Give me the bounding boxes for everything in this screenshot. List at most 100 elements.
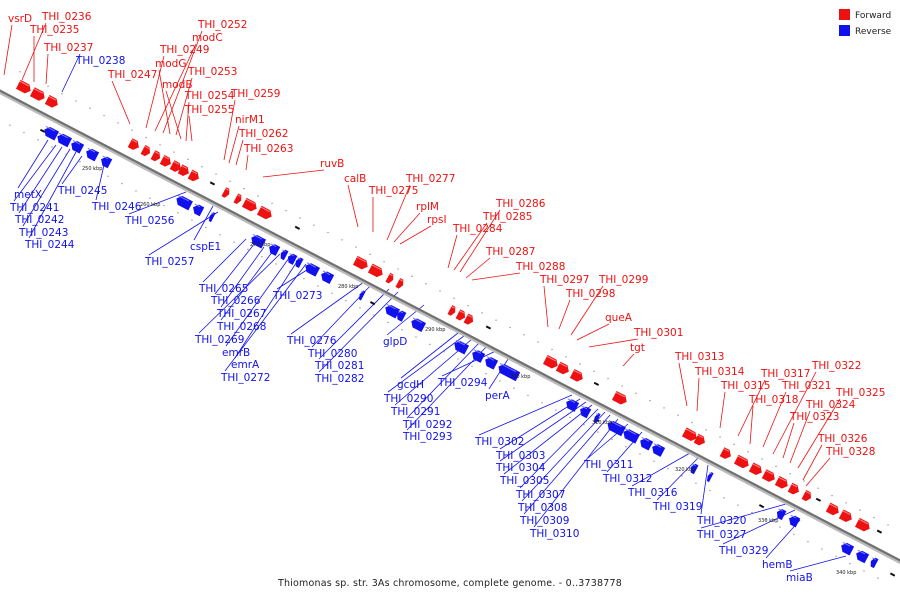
gene-highlight (260, 206, 270, 213)
legend-reverse-swatch (839, 25, 850, 36)
reverse-gene-arrow (358, 290, 366, 301)
reverse-leader-line (499, 401, 587, 462)
track-dot (803, 480, 805, 482)
track-dot (611, 438, 613, 440)
forward-gene-label: THI_0317 (760, 368, 810, 380)
forward-leader-line (782, 422, 795, 459)
chromosome-backbone (0, 71, 900, 579)
track-dot (341, 239, 343, 241)
forward-gene-arrow (256, 205, 272, 220)
track-dot (831, 494, 833, 497)
forward-gene-label: THI_0322 (811, 360, 861, 372)
forward-leader-line (386, 184, 411, 241)
reverse-gene-arrow (396, 310, 407, 322)
forward-gene-arrow (761, 469, 775, 482)
gene-highlight (829, 503, 838, 509)
track-dot (131, 129, 133, 131)
reverse-gene-label: THI_0269 (194, 334, 244, 346)
forward-leader-line (158, 69, 171, 135)
forward-gene-label: THI_0286 (495, 198, 546, 210)
track-dot (415, 336, 417, 338)
track-dot (145, 136, 147, 139)
forward-leader-line (570, 285, 604, 336)
gene-highlight (653, 443, 662, 448)
track-dot (723, 497, 725, 499)
reverse-leader-line (318, 291, 399, 373)
track-dot (121, 183, 123, 185)
gene-highlight (473, 349, 482, 354)
gene-highlight (225, 188, 229, 191)
track-dot (849, 563, 851, 565)
forward-leader-line (185, 101, 190, 142)
forward-gene-label: THI_0314 (694, 366, 745, 378)
track-dot (65, 153, 67, 155)
track-dot (89, 107, 91, 109)
reverse-gene-arrow (86, 148, 100, 162)
reverse-gene-label: gcdH (397, 379, 424, 391)
gene-highlight (48, 95, 57, 101)
track-dot (429, 343, 431, 345)
scale-tick-label: 340 kbp (836, 570, 856, 576)
gene-highlight (211, 212, 214, 215)
forward-gene-arrow (748, 462, 762, 476)
reverse-leader-line (318, 288, 390, 360)
reverse-gene-label: THI_0305 (499, 475, 549, 487)
track-dot (51, 146, 53, 148)
gene-highlight (297, 257, 301, 260)
forward-gene-arrow (854, 517, 870, 532)
forward-gene-arrow (693, 433, 705, 446)
reverse-gene-label: perA (485, 390, 510, 402)
reverse-gene-arrow (472, 350, 486, 363)
reverse-gene-arrow (57, 133, 73, 148)
gene-highlight (270, 243, 277, 247)
reverse-leader-line (17, 139, 49, 189)
forward-gene-label: THI_0255 (184, 104, 234, 116)
track-dot (159, 144, 161, 146)
reverse-gene-label: THI_0241 (9, 202, 59, 214)
track-dot (243, 188, 245, 190)
gene-highlight (641, 437, 650, 442)
forward-gene-label: THI_0328 (825, 446, 875, 458)
forward-leader-line (188, 115, 193, 142)
reverse-gene-arrow (640, 437, 654, 451)
reverse-gene-label: THI_0256 (124, 215, 175, 227)
track-dot (257, 195, 259, 197)
track-dot (103, 114, 105, 117)
track-dot (467, 304, 469, 307)
gene-highlight (624, 428, 636, 435)
track-dot (229, 180, 231, 182)
reverse-leader-line (198, 253, 281, 334)
reverse-gene-arrow (789, 515, 801, 528)
reverse-gene-label: THI_0242 (14, 214, 64, 226)
track-dot (709, 489, 711, 492)
forward-leader-line (459, 209, 501, 273)
feature-mark (876, 529, 883, 534)
reverse-leader-line (18, 146, 63, 214)
reverse-gene-label: THI_0280 (307, 348, 357, 360)
track-dot (541, 402, 543, 404)
track-dot (317, 285, 319, 287)
forward-gene-label: THI_0288 (515, 261, 565, 273)
reverse-gene-arrow (566, 399, 580, 412)
track-dot (201, 166, 203, 168)
track-dot (93, 168, 95, 170)
forward-leader-line (719, 391, 726, 429)
forward-gene-arrow (838, 509, 852, 523)
reverse-leader-line (523, 414, 611, 515)
gene-highlight (510, 368, 517, 373)
reverse-gene-arrow (101, 156, 113, 169)
gene-highlight (486, 356, 495, 361)
gene-highlight (723, 448, 730, 452)
reverse-gene-label: THI_0309 (519, 515, 569, 527)
gene-highlight (467, 314, 473, 318)
track-dot (163, 204, 165, 207)
genome-caption: Thiomonas sp. str. 3As chromosome, compl… (277, 578, 623, 589)
reverse-gene-arrow (44, 126, 60, 141)
legend-reverse-label: Reverse (855, 27, 892, 37)
forward-gene-label: THI_0323 (789, 411, 839, 423)
feature-mark (485, 325, 492, 330)
reverse-leader-line (193, 205, 214, 241)
reverse-gene-label: THI_0257 (144, 256, 194, 268)
track-dot (495, 319, 497, 321)
